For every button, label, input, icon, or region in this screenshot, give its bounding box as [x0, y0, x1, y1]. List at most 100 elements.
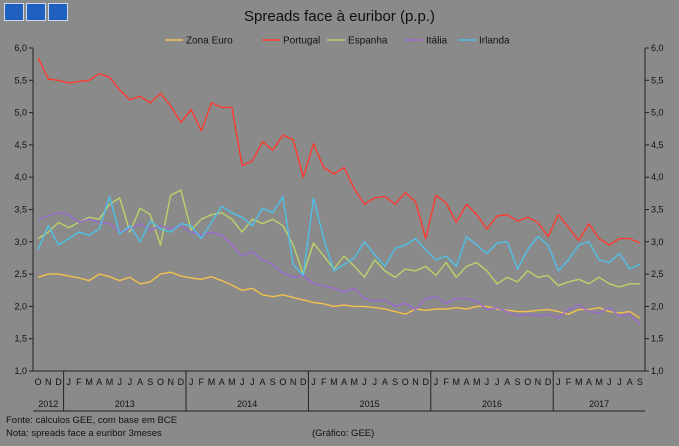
x-month-label: A — [96, 377, 102, 387]
y-tick-label-left: 5,0 — [14, 108, 27, 118]
x-month-label: F — [199, 377, 205, 387]
x-month-label: N — [45, 377, 52, 387]
x-month-label: A — [341, 377, 347, 387]
x-year-label: 2017 — [589, 399, 609, 409]
x-month-label: M — [575, 377, 583, 387]
legend-label: Itália — [426, 36, 448, 47]
y-tick-label-left: 6,0 — [14, 43, 27, 53]
x-month-label: M — [208, 377, 216, 387]
y-tick-label-right: 5,5 — [651, 75, 664, 85]
x-month-label: S — [637, 377, 643, 387]
legend-label: Zona Euro — [186, 36, 233, 47]
x-month-label: J — [617, 377, 622, 387]
x-month-label: O — [524, 377, 531, 387]
x-month-label: J — [485, 377, 490, 387]
x-month-label: A — [504, 377, 510, 387]
x-month-label: S — [147, 377, 153, 387]
x-month-label: D — [178, 377, 185, 387]
y-tick-label-right: 2,5 — [651, 269, 664, 279]
x-month-label: M — [106, 377, 114, 387]
y-tick-label-left: 3,5 — [14, 205, 27, 215]
y-tick-label-left: 1,5 — [14, 334, 27, 344]
series-line — [37, 211, 641, 325]
y-tick-label-right: 3,0 — [651, 237, 664, 247]
x-month-label: J — [128, 377, 133, 387]
y-tick-label-right: 5,0 — [651, 108, 664, 118]
x-month-label: N — [290, 377, 297, 387]
x-month-label: O — [157, 377, 164, 387]
x-month-label: J — [240, 377, 245, 387]
x-month-label: M — [228, 377, 236, 387]
x-month-label: A — [219, 377, 225, 387]
x-month-label: A — [463, 377, 469, 387]
x-month-label: D — [545, 377, 552, 387]
x-month-label: F — [566, 377, 572, 387]
x-year-label: 2016 — [482, 399, 502, 409]
series-line — [37, 57, 641, 246]
x-month-label: O — [279, 377, 286, 387]
x-month-label: S — [392, 377, 398, 387]
y-tick-label-left: 1,0 — [14, 366, 27, 376]
footnote: Nota: spreads face a euribor 3meses — [6, 428, 162, 439]
logo-block — [4, 3, 24, 21]
x-month-label: M — [595, 377, 603, 387]
x-month-label: F — [321, 377, 327, 387]
x-month-label: J — [311, 377, 316, 387]
chart-title: Spreads face à euribor (p.p.) — [244, 8, 435, 25]
series-line — [37, 271, 641, 319]
x-month-label: M — [85, 377, 93, 387]
x-month-label: D — [55, 377, 62, 387]
x-month-label: F — [76, 377, 82, 387]
y-tick-label-left: 2,0 — [14, 301, 27, 311]
y-tick-label-left: 4,0 — [14, 172, 27, 182]
x-month-label: M — [351, 377, 359, 387]
x-month-label: A — [382, 377, 388, 387]
x-month-label: J — [250, 377, 255, 387]
x-month-label: A — [627, 377, 633, 387]
gee-logo — [4, 3, 68, 21]
y-tick-label-left: 3,0 — [14, 237, 27, 247]
y-tick-label-right: 4,5 — [651, 140, 664, 150]
y-tick-label-right: 2,0 — [651, 301, 664, 311]
y-tick-label-right: 1,0 — [651, 366, 664, 376]
logo-block — [48, 3, 68, 21]
x-month-label: O — [35, 377, 42, 387]
x-month-label: D — [422, 377, 429, 387]
x-month-label: J — [362, 377, 367, 387]
x-month-label: J — [556, 377, 561, 387]
x-month-label: S — [270, 377, 276, 387]
x-year-label: 2014 — [237, 399, 257, 409]
x-month-label: A — [259, 377, 265, 387]
x-month-label: M — [330, 377, 338, 387]
x-month-label: N — [535, 377, 542, 387]
x-month-label: J — [607, 377, 612, 387]
y-tick-label-right: 6,0 — [651, 43, 664, 53]
x-month-label: A — [137, 377, 143, 387]
chart-credit: (Gráfico: GEE) — [312, 428, 375, 439]
y-tick-label-right: 4,0 — [651, 172, 664, 182]
x-month-label: N — [412, 377, 419, 387]
x-month-label: J — [117, 377, 122, 387]
legend-label: Espanha — [348, 36, 388, 47]
x-month-label: N — [167, 377, 174, 387]
x-month-label: A — [586, 377, 592, 387]
x-month-label: J — [189, 377, 194, 387]
x-month-label: J — [495, 377, 500, 387]
y-tick-label-left: 2,5 — [14, 269, 27, 279]
plot-area — [33, 48, 645, 371]
x-month-label: M — [453, 377, 461, 387]
x-month-label: O — [402, 377, 409, 387]
series-line — [37, 195, 641, 277]
legend-label: Portugal — [283, 36, 320, 47]
x-month-label: J — [434, 377, 439, 387]
x-month-label: S — [514, 377, 520, 387]
x-year-label: 2013 — [115, 399, 135, 409]
y-tick-label-right: 3,5 — [651, 205, 664, 215]
x-year-label: 2012 — [38, 399, 58, 409]
x-month-label: F — [443, 377, 449, 387]
y-tick-label-right: 1,5 — [651, 334, 664, 344]
x-month-label: D — [300, 377, 307, 387]
y-tick-label-left: 4,5 — [14, 140, 27, 150]
y-tick-label-left: 5,5 — [14, 75, 27, 85]
